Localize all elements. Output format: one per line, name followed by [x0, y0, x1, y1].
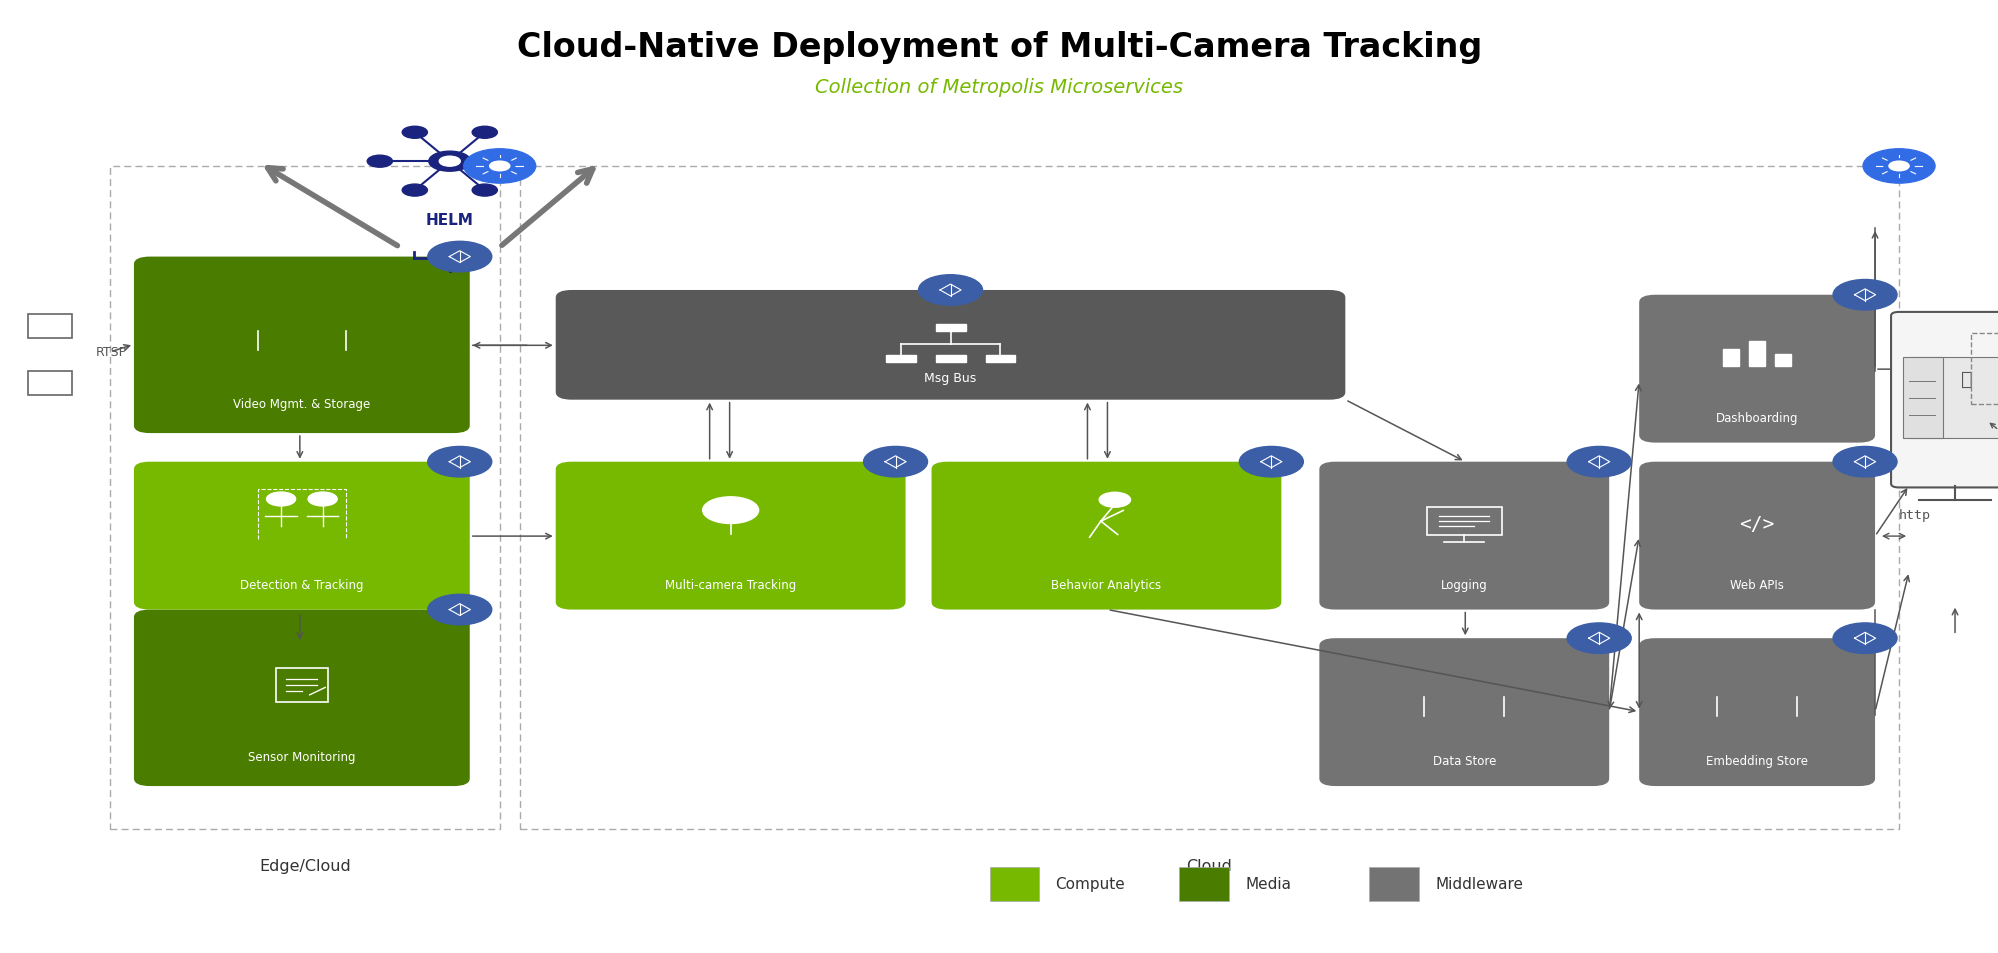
Circle shape	[308, 493, 338, 506]
Circle shape	[1832, 280, 1896, 311]
Text: Msg Bus: Msg Bus	[923, 372, 977, 385]
Text: HELM: HELM	[426, 213, 474, 228]
Bar	[885, 355, 915, 363]
Text: Embedding Store: Embedding Store	[1704, 755, 1808, 767]
Text: </>: </>	[1738, 515, 1774, 534]
Circle shape	[1099, 493, 1131, 508]
FancyBboxPatch shape	[555, 462, 905, 610]
FancyBboxPatch shape	[931, 462, 1281, 610]
Text: Sensor Monitoring: Sensor Monitoring	[248, 750, 356, 762]
Bar	[985, 355, 1015, 363]
Text: Collection of Metropolis Microservices: Collection of Metropolis Microservices	[815, 78, 1183, 97]
Circle shape	[1239, 447, 1303, 477]
Circle shape	[428, 152, 472, 172]
FancyBboxPatch shape	[1890, 313, 1998, 488]
Text: Multi-camera Tracking: Multi-camera Tracking	[665, 578, 795, 591]
Text: http: http	[1898, 508, 1930, 521]
Circle shape	[919, 275, 983, 306]
Bar	[519, 167, 1898, 829]
Bar	[276, 668, 328, 702]
Bar	[1179, 867, 1229, 901]
Text: Behavior Analytics: Behavior Analytics	[1051, 578, 1161, 591]
FancyBboxPatch shape	[555, 291, 1345, 400]
Text: Cloud: Cloud	[1187, 858, 1231, 873]
Text: Edge/Cloud: Edge/Cloud	[260, 858, 350, 873]
Circle shape	[428, 595, 492, 625]
Text: Dashboarding: Dashboarding	[1714, 412, 1798, 424]
Circle shape	[472, 185, 498, 197]
Bar	[28, 372, 72, 395]
FancyBboxPatch shape	[134, 462, 470, 610]
Text: Media: Media	[1245, 877, 1291, 891]
Text: Middleware: Middleware	[1435, 877, 1522, 891]
Bar	[1910, 357, 1998, 438]
Bar	[989, 867, 1039, 901]
Circle shape	[490, 162, 509, 172]
Text: Compute: Compute	[1055, 877, 1125, 891]
Bar	[935, 325, 965, 332]
Circle shape	[402, 127, 428, 139]
Circle shape	[464, 150, 535, 184]
Circle shape	[472, 127, 498, 139]
Bar	[1748, 342, 1764, 367]
Circle shape	[1862, 150, 1934, 184]
Text: Detection & Tracking: Detection & Tracking	[240, 578, 364, 591]
FancyBboxPatch shape	[1638, 639, 1874, 786]
FancyBboxPatch shape	[1319, 639, 1608, 786]
Circle shape	[368, 156, 392, 168]
Text: Cloud-Native Deployment of Multi-Camera Tracking: Cloud-Native Deployment of Multi-Camera …	[517, 30, 1481, 64]
Circle shape	[1566, 447, 1630, 477]
Bar	[935, 355, 965, 363]
Circle shape	[440, 157, 460, 167]
Bar	[1427, 507, 1500, 536]
Bar	[1722, 350, 1738, 367]
Circle shape	[507, 156, 531, 168]
Circle shape	[484, 159, 515, 174]
Text: Logging: Logging	[1441, 578, 1487, 591]
Bar	[110, 167, 500, 829]
Circle shape	[1832, 447, 1896, 477]
FancyBboxPatch shape	[1638, 295, 1874, 443]
Circle shape	[428, 242, 492, 273]
Circle shape	[402, 185, 428, 197]
FancyBboxPatch shape	[1319, 462, 1608, 610]
Circle shape	[703, 497, 759, 524]
Bar	[1970, 334, 1998, 405]
Text: Web APIs: Web APIs	[1730, 578, 1782, 591]
Circle shape	[1832, 623, 1896, 654]
Circle shape	[266, 493, 296, 506]
Text: Data Store: Data Store	[1433, 755, 1495, 767]
Bar	[1369, 867, 1419, 901]
Bar	[28, 314, 72, 338]
Circle shape	[1882, 159, 1914, 174]
Text: 👤: 👤	[1960, 370, 1972, 389]
Text: Video Mgmt. & Storage: Video Mgmt. & Storage	[234, 397, 370, 410]
FancyBboxPatch shape	[134, 610, 470, 786]
Text: RTSP: RTSP	[96, 346, 128, 359]
FancyBboxPatch shape	[1638, 462, 1874, 610]
Circle shape	[428, 447, 492, 477]
Bar	[1902, 357, 1942, 438]
FancyBboxPatch shape	[134, 257, 470, 434]
Circle shape	[863, 447, 927, 477]
Bar	[1774, 355, 1790, 367]
Circle shape	[1888, 162, 1908, 172]
Circle shape	[1566, 623, 1630, 654]
